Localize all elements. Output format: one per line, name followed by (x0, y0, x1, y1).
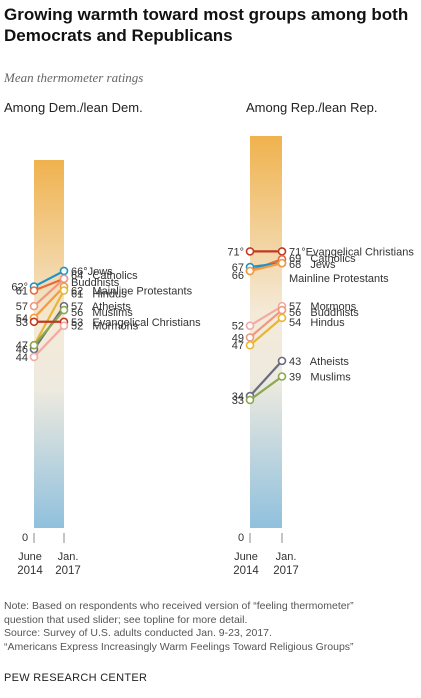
series-line-buddhists (33, 277, 65, 307)
left-value-label: 54 (16, 313, 28, 325)
left-value-label: 57 (16, 301, 28, 313)
series-line-buddhists (249, 309, 283, 339)
series-line-hindus (249, 317, 283, 347)
series-line-mainline-protestants (249, 262, 283, 273)
point-start-mormons (29, 352, 39, 362)
right-value-label: 68 Jews (289, 259, 336, 271)
point-end-evangelical-christians (277, 247, 287, 256)
series-line-muslims (249, 375, 283, 401)
point-end-buddhists (277, 305, 287, 315)
report-title-line: “Americans Express Increasingly Warm Fee… (4, 640, 354, 653)
point-start-muslims (245, 395, 255, 405)
panel-title: Among Rep./lean Rep. (246, 100, 378, 115)
right-value-label: 62 Mainline Protestants (71, 286, 193, 298)
right-value-label: Buddhists (71, 277, 120, 289)
right-value-label: 57 Mormons (289, 301, 357, 313)
x-tick-label-start-year: 2014 (17, 565, 43, 577)
right-value-label: 66°Jews (71, 266, 113, 278)
x-tick-label-start: June (234, 551, 258, 563)
point-end-mainline-protestants (277, 258, 287, 268)
zero-tick-label: 0 (238, 532, 244, 544)
series-line-muslims (33, 309, 65, 346)
left-value-label: 71° (227, 246, 244, 258)
right-value-label: 71°Evangelical Christians (289, 246, 414, 258)
chart-subtitle: Mean thermometer ratings (4, 70, 144, 85)
point-start-hindus (245, 340, 255, 350)
right-value-label: 54 Hindus (289, 317, 345, 329)
panel-title: Among Dem./lean Dem. (4, 100, 143, 115)
point-end-hindus (277, 313, 287, 323)
left-value-label: 62° (11, 282, 28, 294)
left-value-label: 53 (16, 317, 28, 329)
right-value-label: 69 Catholics (289, 253, 356, 265)
x-tick-label-end: Jan. (58, 551, 79, 563)
left-value-label: 47 (16, 340, 28, 352)
point-end-hindus (59, 286, 69, 295)
left-value-label: 46 (16, 344, 28, 356)
point-start-mormons (245, 321, 255, 330)
left-value-label: 49 (232, 332, 244, 344)
right-value-label: 64 Catholics (71, 270, 138, 282)
point-end-jews (59, 266, 69, 276)
series-line-mainline-protestants (33, 285, 65, 319)
point-start-buddhists (29, 301, 39, 311)
series-line-mormons (249, 305, 283, 327)
point-end-mormons (59, 321, 69, 330)
left-value-label: 67 (232, 262, 244, 274)
x-tick-label-end-year: 2017 (55, 565, 81, 577)
right-value-label: 52 Mormons (71, 321, 139, 333)
source-organization: PEW RESEARCH CENTER (4, 672, 148, 684)
right-value-label: 56 Muslims (71, 307, 133, 319)
right-value-label: 56 Buddhists (289, 307, 359, 319)
left-value-label: 52 (232, 321, 244, 333)
left-value-label: 33 (232, 395, 244, 407)
series-line-mormons (33, 324, 65, 358)
point-start-catholics (29, 286, 39, 295)
notes: Note: Based on respondents who received … (4, 600, 418, 654)
point-end-muslims (59, 305, 69, 315)
chart-svg: Among Dem./lean Dem. 0 June 2014 Jan. 2017 62°… (4, 100, 414, 577)
x-tick-label-start-year: 2014 (233, 565, 259, 577)
series-line-hindus (33, 289, 65, 346)
point-start-mainline-protestants (245, 266, 255, 276)
right-value-label: 57 Atheists (71, 301, 131, 313)
thermometer-band (34, 160, 64, 529)
right-value-label: 39 Muslims (289, 372, 351, 384)
left-value-label: 34 (232, 391, 244, 403)
source-line: Source: Survey of U.S. adults conducted … (4, 627, 272, 639)
x-tick-label-end-year: 2017 (273, 565, 299, 577)
right-value-label: 61 Hindus (71, 288, 127, 300)
right-value-label: 43 Atheists (289, 356, 349, 368)
left-value-label: 66 (232, 270, 244, 282)
left-value-label: 61 (16, 285, 28, 297)
note-line-2: question that used slider; see topline f… (4, 613, 248, 626)
x-tick-label-start: June (18, 551, 42, 563)
point-end-buddhists (59, 274, 69, 284)
point-start-evangelical-christians (245, 247, 255, 256)
series-line-atheists (249, 360, 283, 397)
note-line-1: Note: Based on respondents who received … (4, 600, 354, 612)
point-start-buddhists (245, 333, 255, 342)
point-end-muslims (277, 372, 287, 381)
chart-title: Growing warmth toward most groups among … (4, 5, 409, 45)
x-tick-label-end: Jan. (276, 551, 297, 563)
point-end-atheists (277, 356, 287, 366)
left-value-label: 44 (16, 352, 28, 364)
right-value-label: Mainline Protestants (289, 273, 389, 285)
left-value-label: 47 (232, 340, 244, 352)
series-line-catholics (33, 277, 65, 292)
series-line-jews (33, 269, 65, 288)
point-start-muslims (29, 340, 39, 350)
zero-tick-label: 0 (22, 532, 28, 544)
right-value-label: 53 Evangelical Christians (71, 317, 201, 329)
point-start-evangelical-christians (29, 317, 39, 327)
